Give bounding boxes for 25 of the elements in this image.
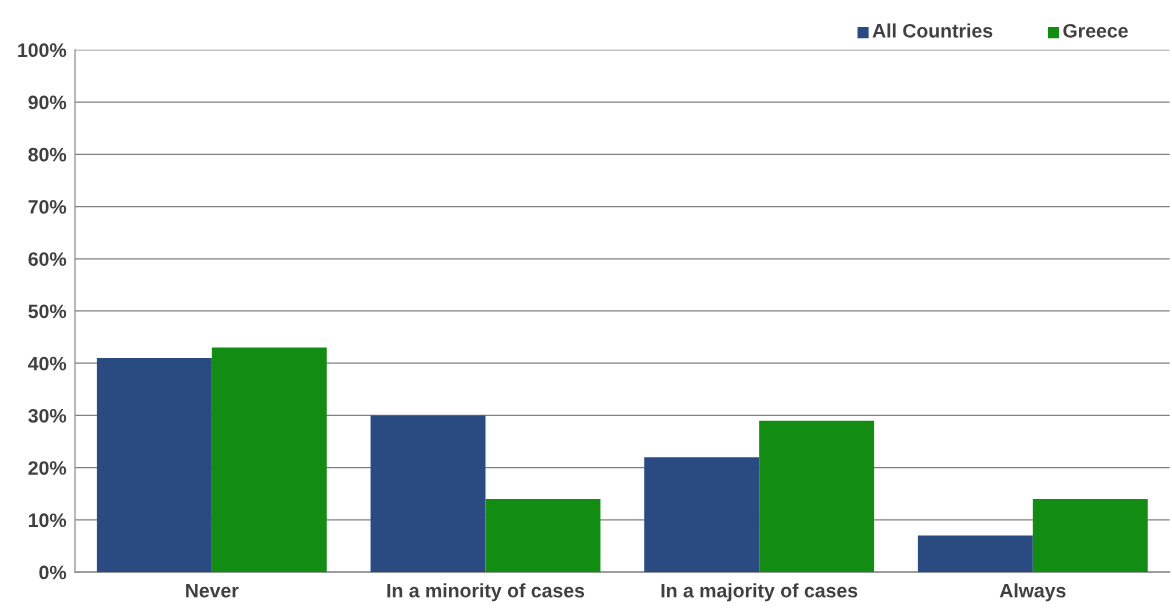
bar bbox=[1032, 499, 1148, 573]
y-tick-label: 70% bbox=[28, 200, 67, 214]
y-tick-label: 40% bbox=[28, 356, 67, 371]
x-tick-label: In a majority of cases bbox=[661, 583, 858, 602]
y-tick-label: 90% bbox=[28, 95, 67, 110]
y-tick-label: 10% bbox=[28, 513, 67, 528]
y-tick-label: 100% bbox=[18, 43, 67, 58]
bar bbox=[96, 358, 212, 573]
y-tick-label: 50% bbox=[28, 304, 67, 319]
bar bbox=[485, 499, 601, 573]
x-tick-label: In a minority of cases bbox=[387, 583, 585, 602]
legend-label: All Countries bbox=[872, 23, 993, 38]
y-tick-label: 60% bbox=[28, 252, 67, 266]
y-tick-label: 20% bbox=[28, 461, 67, 475]
y-tick-label: 0% bbox=[39, 565, 67, 580]
y-tick-label: 80% bbox=[28, 147, 67, 162]
legend-label: Greece bbox=[1063, 23, 1128, 38]
bar bbox=[759, 420, 875, 573]
bar bbox=[211, 347, 327, 573]
y-tick-label: 30% bbox=[28, 408, 67, 423]
bar bbox=[644, 457, 760, 573]
x-tick-label: Always bbox=[999, 583, 1066, 602]
x-tick-label: Never bbox=[186, 583, 239, 598]
bar bbox=[370, 415, 486, 573]
bar bbox=[917, 535, 1033, 573]
